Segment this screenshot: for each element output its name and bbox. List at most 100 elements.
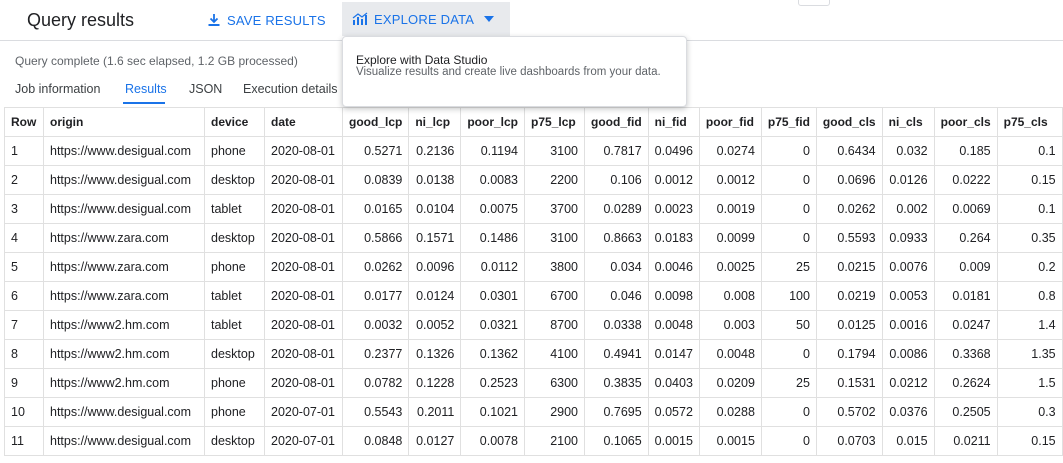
- cell-ni_cls: 0.0053: [881, 281, 935, 311]
- cell-row: 3: [4, 194, 44, 224]
- cell-ni_lcp: 0.0104: [408, 194, 462, 224]
- cell-date: 2020-08-01: [264, 281, 343, 311]
- cell-poor_lcp: 0.1194: [460, 136, 526, 166]
- cell-good_lcp: 0.5866: [341, 223, 410, 253]
- cell-date: 2020-08-01: [264, 136, 343, 166]
- cell-poor_fid: 0.0288: [698, 397, 762, 427]
- cell-ni_fid: 0.0403: [647, 368, 700, 398]
- query-status: Query complete (1.6 sec elapsed, 1.2 GB …: [15, 54, 298, 68]
- cell-ni_fid: 0.0023: [647, 194, 700, 224]
- cell-ni_cls: 0.0086: [881, 339, 935, 369]
- cell-poor_lcp: 0.2523: [460, 368, 526, 398]
- cell-good_cls: 0.0262: [815, 194, 883, 224]
- cell-poor_lcp: 0.0301: [460, 281, 526, 311]
- active-tab-indicator: [123, 102, 165, 104]
- results-table: Row origin device date good_lcp ni_lcp poor_lc…: [4, 107, 1063, 456]
- cell-origin: https://www.desigual.com: [43, 426, 205, 456]
- cell-p75_lcp: 6300: [524, 368, 586, 398]
- results-tabs: Job information Results JSON Execution d…: [0, 78, 400, 104]
- tab-json[interactable]: JSON: [189, 82, 223, 96]
- cell-origin: https://www.zara.com: [43, 281, 205, 311]
- cell-row: 7: [4, 310, 44, 340]
- menu-item-data-studio[interactable]: Explore with Data Studio: [356, 53, 488, 67]
- table-row: 1 https://www.desigual.com phone 2020-08-01…: [4, 136, 1063, 166]
- cell-good_fid: 0.3835: [584, 368, 649, 398]
- cell-poor_cls: 0.185: [933, 136, 998, 166]
- cell-ni_fid: 0.0015: [647, 426, 700, 456]
- cell-poor_lcp: 0.0083: [460, 165, 526, 195]
- cell-p75_lcp: 3100: [524, 223, 586, 253]
- cell-origin: https://www.zara.com: [43, 223, 205, 253]
- cell-p75_lcp: 2900: [524, 397, 586, 427]
- results-header: Query results SAVE RESULTS EXPLORE DATA: [0, 0, 1063, 41]
- cell-ni_lcp: 0.0127: [408, 426, 462, 456]
- cell-ni_fid: 0.0496: [647, 136, 700, 166]
- cell-origin: https://www2.hm.com: [43, 339, 205, 369]
- cell-good_cls: 0.0703: [815, 426, 883, 456]
- table-row: 8 https://www2.hm.com desktop 2020-08-01 0.2…: [4, 339, 1063, 369]
- cell-device: tablet: [204, 194, 265, 224]
- cell-poor_fid: 0.0019: [698, 194, 762, 224]
- explore-data-button[interactable]: EXPLORE DATA: [342, 2, 511, 36]
- cell-ni_cls: 0.0376: [881, 397, 935, 427]
- column-header-poor_fid: poor_fid: [698, 107, 762, 137]
- table-row: 3 https://www.desigual.com tablet 2020-08-0…: [4, 194, 1063, 224]
- cell-good_lcp: 0.0848: [341, 426, 410, 456]
- page-title: Query results: [27, 10, 135, 30]
- cell-device: phone: [204, 397, 265, 427]
- cell-device: tablet: [204, 281, 265, 311]
- cell-p75_fid: 0: [760, 426, 817, 456]
- tab-results[interactable]: Results: [125, 82, 167, 96]
- cell-device: phone: [204, 368, 265, 398]
- tab-job-information[interactable]: Job information: [15, 82, 101, 96]
- table-row: 5 https://www.zara.com phone 2020-08-01 0.02…: [4, 252, 1063, 282]
- cell-poor_cls: 0.0181: [933, 281, 998, 311]
- cell-p75_cls: 0.3: [996, 397, 1063, 427]
- cell-date: 2020-08-01: [264, 165, 343, 195]
- cell-p75_fid: 0: [760, 165, 817, 195]
- cell-p75_lcp: 2200: [524, 165, 586, 195]
- cell-p75_lcp: 4100: [524, 339, 586, 369]
- cell-ni_lcp: 0.1571: [408, 223, 462, 253]
- caret-down-icon: [484, 16, 495, 22]
- column-header-good_cls: good_cls: [815, 107, 883, 137]
- cell-poor_cls: 0.3368: [933, 339, 998, 369]
- cell-p75_cls: 0.1: [996, 136, 1063, 166]
- cell-row: 4: [4, 223, 44, 253]
- cell-poor_fid: 0.008: [698, 281, 762, 311]
- cell-p75_fid: 50: [760, 310, 817, 340]
- column-header-p75_fid: p75_fid: [760, 107, 817, 137]
- cell-good_lcp: 0.2377: [341, 339, 410, 369]
- cell-origin: https://www.desigual.com: [43, 165, 205, 195]
- cell-poor_lcp: 0.1362: [460, 339, 526, 369]
- column-header-date: date: [264, 107, 343, 137]
- cell-good_fid: 0.7817: [584, 136, 649, 166]
- cell-poor_lcp: 0.0321: [460, 310, 526, 340]
- cell-origin: https://www.desigual.com: [43, 194, 205, 224]
- cell-ni_fid: 0.0183: [647, 223, 700, 253]
- cell-row: 10: [4, 397, 44, 427]
- cell-row: 9: [4, 368, 44, 398]
- cell-good_lcp: 0.0262: [341, 252, 410, 282]
- cell-good_cls: 0.0696: [815, 165, 883, 195]
- cell-row: 8: [4, 339, 44, 369]
- save-results-button[interactable]: SAVE RESULTS: [207, 6, 326, 34]
- cell-ni_lcp: 0.0096: [408, 252, 462, 282]
- chart-icon: [352, 12, 368, 25]
- cell-poor_lcp: 0.1486: [460, 223, 526, 253]
- cell-p75_fid: 0: [760, 194, 817, 224]
- cell-poor_cls: 0.0247: [933, 310, 998, 340]
- table-body: 1 https://www.desigual.com phone 2020-08-01…: [4, 136, 1063, 456]
- toolbar-box[interactable]: [798, 0, 830, 6]
- tab-execution-details[interactable]: Execution details: [243, 82, 338, 96]
- cell-ni_lcp: 0.1228: [408, 368, 462, 398]
- explore-data-menu[interactable]: Explore with Data Studio Visualize resul…: [342, 36, 687, 107]
- cell-good_fid: 0.046: [584, 281, 649, 311]
- table-row: 9 https://www2.hm.com phone 2020-08-01 0.078…: [4, 368, 1063, 398]
- cell-p75_cls: 0.15: [996, 165, 1063, 195]
- cell-device: tablet: [204, 310, 265, 340]
- cell-good_fid: 0.034: [584, 252, 649, 282]
- cell-row: 5: [4, 252, 44, 282]
- cell-date: 2020-08-01: [264, 368, 343, 398]
- cell-poor_cls: 0.0069: [933, 194, 998, 224]
